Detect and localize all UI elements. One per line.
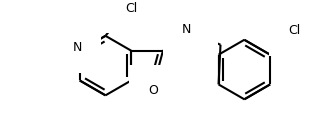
- Text: O: O: [148, 84, 158, 97]
- Text: H: H: [190, 18, 200, 31]
- Text: Cl: Cl: [125, 2, 137, 15]
- Text: N: N: [73, 41, 82, 54]
- Text: Cl: Cl: [288, 24, 300, 37]
- Text: N: N: [182, 23, 191, 36]
